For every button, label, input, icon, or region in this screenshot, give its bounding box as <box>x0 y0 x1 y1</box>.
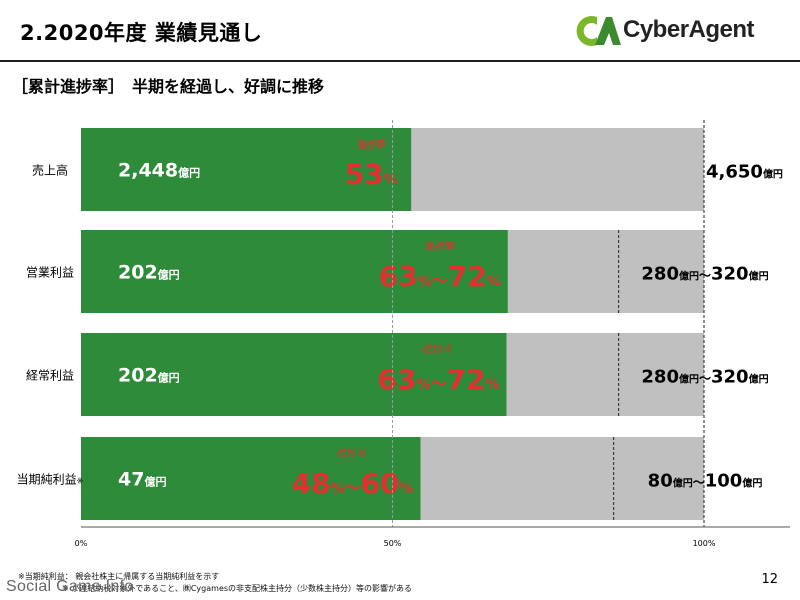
amount-unit: 億円 <box>749 373 769 386</box>
progress-low: 63 <box>379 260 418 293</box>
range-separator: ～ <box>431 374 447 393</box>
page-title: 2.2020年度 業績見通し <box>20 21 263 45</box>
progress-percent: 48%～60% <box>292 467 414 500</box>
category-label: 売上高 <box>32 163 68 178</box>
forecast-high: 320 <box>711 367 749 388</box>
actual-amount-value: 202 <box>118 262 158 284</box>
title-divider <box>0 60 800 62</box>
progress-caption: 進捗率 <box>356 138 386 151</box>
progress-low: 63 <box>378 363 417 396</box>
progress-high: 60 <box>361 467 400 500</box>
page-number: 12 <box>761 572 778 587</box>
x-tick-label: 50% <box>384 539 402 548</box>
progress-percent: 63%～72% <box>379 260 501 293</box>
amount-unit: 億円 <box>763 168 783 181</box>
category-name: 営業利益 <box>26 266 74 280</box>
category-label: 経常利益 <box>26 369 74 383</box>
x-tick-label: 100% <box>693 539 716 548</box>
actual-amount-label: 47億円 <box>118 469 166 491</box>
forecast-high: 320 <box>711 264 749 285</box>
pct-unit: % <box>400 481 414 497</box>
page-subtitle: ［累計進捗率］ 半期を経過し、好調に推移 <box>12 77 325 96</box>
forecast-high: 4,650 <box>706 162 763 183</box>
actual-bar <box>81 437 421 520</box>
x-tick-label: 0% <box>75 539 88 548</box>
logo-text: CyberAgent <box>623 16 755 43</box>
actual-amount-value: 202 <box>118 365 158 387</box>
category-label: 当期純利益※ <box>17 473 84 487</box>
actual-bar <box>81 333 507 416</box>
amount-unit: 億円 <box>679 373 699 386</box>
pct-unit: % <box>418 274 432 290</box>
pct-unit: % <box>485 377 499 393</box>
progress-caption: 進捗率 <box>425 240 455 253</box>
progress-low: 48 <box>292 467 331 500</box>
progress-high: 72 <box>448 260 487 293</box>
forecast-label: 4,650億円 <box>706 162 783 183</box>
range-separator: ～ <box>699 269 711 283</box>
amount-unit: 億円 <box>749 270 769 283</box>
amount-unit: 億円 <box>679 270 699 283</box>
amount-unit: 億円 <box>742 477 762 490</box>
progress-high: 72 <box>447 363 486 396</box>
actual-bar <box>81 128 412 211</box>
actual-amount-label: 202億円 <box>118 365 180 387</box>
actual-amount-label: 2,448億円 <box>118 160 200 182</box>
forecast-low: 80 <box>648 471 673 492</box>
pct-unit: % <box>384 172 398 188</box>
forecast-label: 280億円～320億円 <box>641 367 768 388</box>
forecast-high: 100 <box>705 471 743 492</box>
pct-unit: % <box>487 274 501 290</box>
amount-unit: 億円 <box>673 477 693 490</box>
progress-low: 53 <box>345 158 384 191</box>
pct-unit: % <box>330 481 344 497</box>
range-separator: ～ <box>345 478 361 497</box>
watermark: Social Game Info <box>6 578 134 595</box>
pct-unit: % <box>416 377 430 393</box>
logo-a-shape <box>595 17 621 45</box>
range-separator: ～ <box>693 476 705 490</box>
category-name: 売上高 <box>32 163 68 178</box>
cyberagent-logo: CyberAgent <box>575 12 790 52</box>
forecast-label: 280億円～320億円 <box>641 264 768 285</box>
ca-logo-icon <box>576 16 621 46</box>
category-name: 経常利益 <box>26 369 74 383</box>
category-note-mark: ※ <box>77 477 84 486</box>
actual-amount-label: 202億円 <box>118 262 180 284</box>
range-separator: ～ <box>699 372 711 386</box>
progress-caption: 進捗率 <box>338 447 368 460</box>
amount-unit: 億円 <box>158 268 180 282</box>
forecast-label: 80億円～100億円 <box>648 471 763 492</box>
forecast-low: 280 <box>641 264 679 285</box>
progress-percent: 63%～72% <box>378 363 500 396</box>
footnote-2: ※ が連結納税対象外であること、㈱Cygamesの非支配株主持分（少数株主持分）… <box>62 584 413 593</box>
amount-unit: 億円 <box>144 475 166 489</box>
category-name: 当期純利益 <box>17 473 77 487</box>
range-separator: ～ <box>432 271 448 290</box>
actual-bar <box>81 230 508 313</box>
progress-caption: 進捗率 <box>424 343 454 356</box>
amount-unit: 億円 <box>178 166 200 180</box>
logo-c-shape <box>576 16 597 46</box>
actual-amount-value: 2,448 <box>118 160 178 182</box>
amount-unit: 億円 <box>158 371 180 385</box>
actual-amount-value: 47 <box>118 469 144 491</box>
forecast-low: 280 <box>641 367 679 388</box>
progress-percent: 53% <box>345 158 398 191</box>
footnote-1: ※当期純利益： 親会社株主に帰属する当期純利益を示す <box>18 572 220 581</box>
category-label: 営業利益 <box>26 266 74 280</box>
